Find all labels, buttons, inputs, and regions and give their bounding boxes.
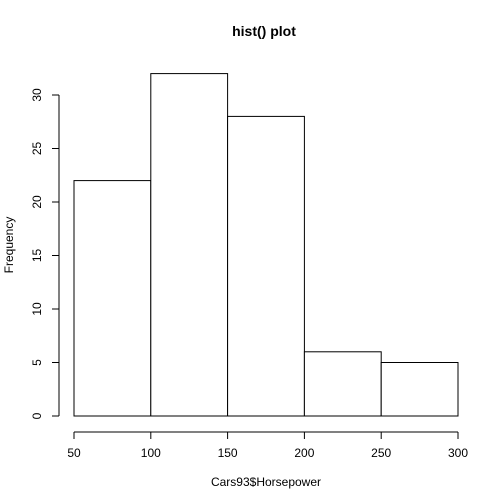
- y-tick-label: 0: [30, 412, 44, 419]
- histogram-bar: [73, 180, 152, 417]
- x-tick-label: 200: [294, 446, 314, 460]
- y-axis-label: Frequency: [2, 217, 16, 274]
- y-tick-label: 20: [30, 195, 44, 209]
- bars-group: [73, 73, 459, 417]
- chart-title: hist() plot: [232, 23, 296, 39]
- y-tick-label: 30: [30, 88, 44, 102]
- x-tick-label: 300: [448, 446, 468, 460]
- y-tick-label: 15: [30, 249, 44, 263]
- x-axis-label: Cars93$Horsepower: [211, 475, 321, 489]
- histogram-bar: [227, 115, 305, 417]
- x-tick-label: 100: [141, 446, 161, 460]
- x-tick-label: 50: [67, 446, 81, 460]
- y-axis: 0 5 10 15 20 25 30: [30, 88, 60, 419]
- y-tick-label: 10: [30, 302, 44, 316]
- x-tick-label: 250: [371, 446, 391, 460]
- histogram-bar: [303, 351, 382, 417]
- y-tick-label: 25: [30, 142, 44, 156]
- x-axis: 50 100 150 200 250 300: [67, 431, 468, 460]
- histogram-bar: [150, 73, 229, 417]
- y-tick-label: 5: [30, 359, 44, 366]
- x-tick-label: 150: [218, 446, 238, 460]
- histogram-bar: [380, 362, 459, 417]
